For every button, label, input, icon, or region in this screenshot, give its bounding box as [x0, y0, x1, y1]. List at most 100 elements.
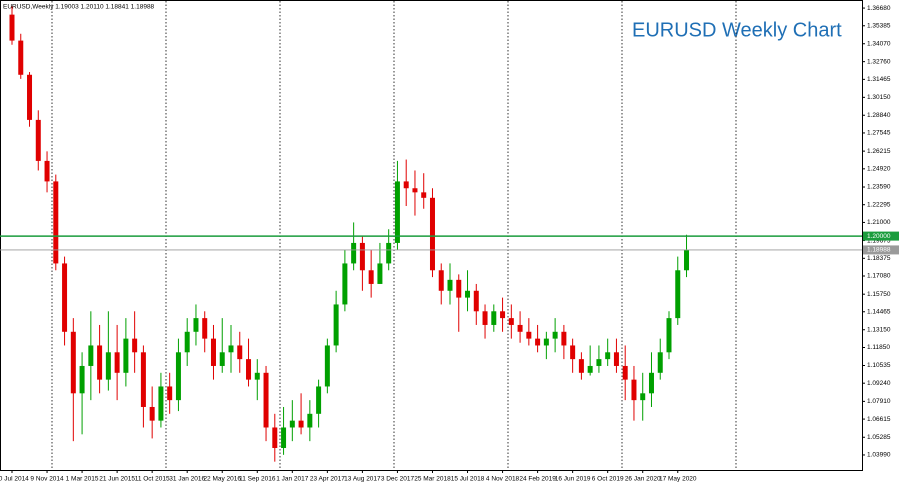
y-tick-label: 1.03990 [867, 452, 891, 459]
candle-body [79, 365, 85, 394]
candle-body [298, 420, 304, 428]
candle-body [482, 311, 488, 325]
candle-body [359, 242, 365, 271]
candle-body [62, 263, 68, 332]
candle-body [386, 242, 392, 264]
x-tick-label: 6 Oct 2019 [592, 476, 624, 483]
candle-body [596, 359, 602, 366]
candle-body [167, 386, 173, 401]
y-tick-label: 1.34070 [867, 40, 891, 47]
candle-body [228, 345, 234, 353]
candle-body [570, 345, 576, 360]
y-tick-label: 1.14465 [867, 308, 891, 315]
x-tick-label: 13 Aug 2017 [344, 476, 381, 483]
candle-body [27, 74, 33, 120]
candle-body [666, 318, 672, 353]
candle-body [123, 338, 129, 373]
candle-body [342, 263, 348, 305]
y-tick-label: 1.27545 [867, 130, 891, 137]
candle-body [210, 338, 216, 366]
candle-body [508, 318, 514, 325]
candle-body [281, 427, 287, 448]
candle-body [140, 352, 146, 407]
y-tick-label: 1.09240 [867, 380, 891, 387]
candle-body [316, 386, 322, 414]
candle-body [465, 290, 471, 298]
candle-body [132, 338, 138, 353]
candle-body [53, 181, 59, 264]
candle-body [368, 270, 374, 284]
x-tick-label: 15 Jul 2018 [451, 476, 485, 483]
candle-body [202, 318, 208, 339]
x-tick-label: 20 Jul 2014 [0, 476, 29, 483]
candle-body [543, 338, 549, 346]
y-tick-label: 1.32760 [867, 58, 891, 65]
candle-body [412, 188, 418, 193]
candle-body [535, 338, 541, 346]
candle-body [605, 352, 611, 360]
x-tick-label: 31 Jan 2016 [169, 476, 205, 483]
candle-body [219, 352, 225, 366]
price-level-box [863, 245, 899, 255]
candle-body [175, 352, 181, 401]
candle-body [18, 40, 24, 75]
candle-body [491, 311, 497, 325]
candle-body [429, 197, 435, 271]
candle-body [675, 270, 681, 319]
x-tick-label: 26 Jan 2020 [625, 476, 661, 483]
y-tick-label: 1.10535 [867, 362, 891, 369]
candle-body [403, 181, 409, 189]
y-tick-label: 1.28840 [867, 112, 891, 119]
candle-body [631, 379, 637, 401]
y-tick-label: 1.18375 [867, 255, 891, 262]
y-tick-label: 1.05285 [867, 434, 891, 441]
x-tick-label: 1 Jan 2017 [276, 476, 309, 483]
x-tick-label: 24 Feb 2019 [519, 476, 556, 483]
candle-body [158, 386, 164, 421]
candle-body [648, 372, 654, 394]
candle-body [684, 249, 690, 271]
candle-body [193, 318, 199, 332]
candle-body [289, 420, 295, 428]
candle-body [88, 345, 94, 366]
x-tick-label: 21 Jun 2015 [99, 476, 135, 483]
candle-body [70, 331, 76, 394]
candle-body [333, 304, 339, 346]
candle-body [237, 345, 243, 360]
price-level-box [863, 231, 899, 241]
y-tick-label: 1.35385 [867, 22, 891, 29]
candle-body [324, 345, 330, 387]
x-tick-label: 16 Jun 2019 [555, 476, 591, 483]
x-tick-label: 9 Nov 2014 [30, 476, 64, 483]
candle-body [254, 372, 260, 380]
y-tick-label: 1.15750 [867, 291, 891, 298]
x-tick-label: 11 Sep 2016 [239, 476, 276, 483]
candle-body [517, 324, 523, 332]
x-tick-label: 23 Apr 2017 [310, 476, 345, 483]
candle-body [613, 352, 619, 366]
candle-body [622, 365, 628, 380]
candle-body [526, 331, 532, 339]
candle-body [307, 413, 313, 428]
candle-body [35, 119, 41, 161]
chart-header: EURUSD,Weekly 1.19003 1.20110 1.18841 1.… [3, 4, 155, 11]
chart-title: EURUSD Weekly Chart [632, 19, 842, 41]
candle-body [184, 331, 190, 353]
y-tick-label: 1.23590 [867, 184, 891, 191]
candle-body [587, 365, 593, 373]
candle-body [640, 393, 646, 401]
candle-body [272, 427, 278, 448]
y-tick-label: 1.17080 [867, 273, 891, 280]
x-tick-label: 25 Mar 2018 [414, 476, 451, 483]
x-tick-label: 17 May 2020 [659, 476, 697, 483]
candle-body [114, 352, 120, 373]
y-tick-label: 1.26215 [867, 148, 891, 155]
candle-body [105, 352, 111, 380]
candle-body [9, 14, 15, 41]
x-tick-label: 22 May 2016 [203, 476, 241, 483]
price-level-label: 1.20000 [867, 233, 891, 240]
candle-body [263, 372, 269, 428]
y-tick-label: 1.24920 [867, 166, 891, 173]
y-tick-label: 1.13150 [867, 326, 891, 333]
